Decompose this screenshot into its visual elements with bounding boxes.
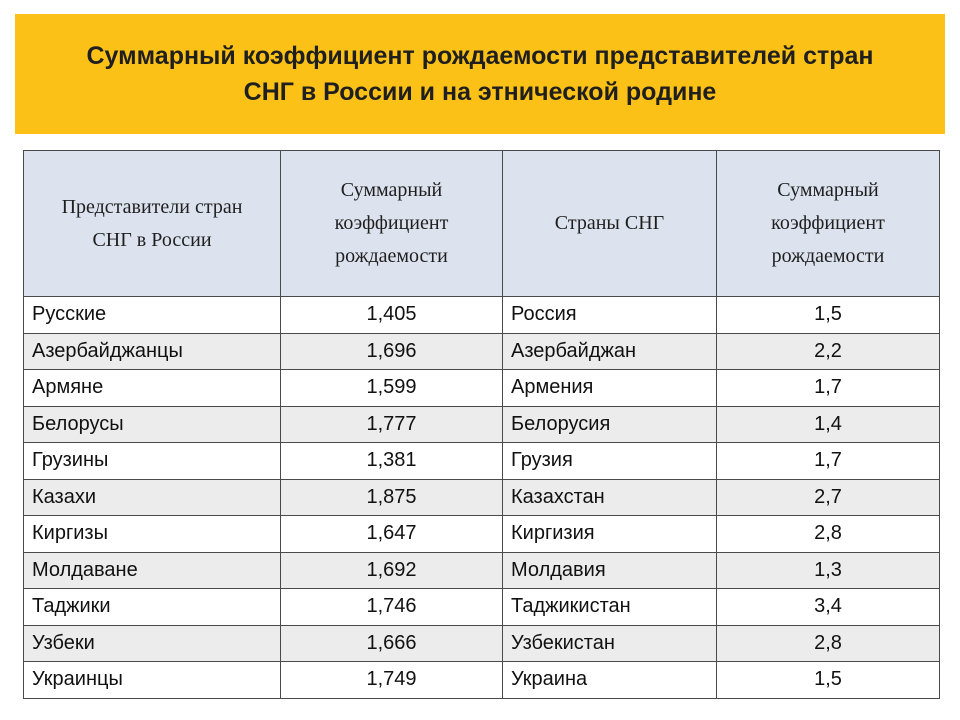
cell-tfr-russia: 1,599 [280, 369, 503, 407]
table-row: Узбеки 1,666 Узбекистан 2,8 [23, 624, 940, 662]
table-row: Киргизы 1,647 Киргизия 2,8 [23, 515, 940, 553]
cell-tfr-country: 2,8 [716, 515, 940, 553]
table-row: Азербайджанцы 1,696 Азербайджан 2,2 [23, 332, 940, 370]
cell-country: Армения [502, 369, 717, 407]
cell-tfr-russia: 1,405 [280, 296, 503, 334]
cell-ethnic-group: Киргизы [23, 515, 281, 553]
cell-tfr-russia: 1,749 [280, 661, 503, 699]
cell-tfr-country: 1,5 [716, 296, 940, 334]
header-cis-countries: Страны СНГ [502, 150, 717, 297]
cell-tfr-country: 1,7 [716, 369, 940, 407]
table-row: Украинцы 1,749 Украина 1,5 [23, 661, 940, 699]
table-row: Армяне 1,599 Армения 1,7 [23, 369, 940, 407]
table-row: Молдаване 1,692 Молдавия 1,3 [23, 551, 940, 589]
cell-ethnic-group: Казахи [23, 478, 281, 516]
table-row: Таджики 1,746 Таджикистан 3,4 [23, 588, 940, 626]
cell-country: Россия [502, 296, 717, 334]
cell-tfr-russia: 1,647 [280, 515, 503, 553]
cell-ethnic-group: Грузины [23, 442, 281, 480]
cell-ethnic-group: Армяне [23, 369, 281, 407]
header-label: Страны СНГ [554, 212, 665, 234]
cell-tfr-country: 2,2 [716, 332, 940, 370]
fertility-table: Представители стран СНГ в России Суммарн… [23, 150, 940, 699]
header-tfr-country: Суммарный коэффициент рождаемости [716, 150, 940, 297]
cell-country: Узбекистан [502, 624, 717, 662]
table-row: Казахи 1,875 Казахстан 2,7 [23, 478, 940, 516]
cell-tfr-country: 1,7 [716, 442, 940, 480]
cell-country: Белорусия [502, 405, 717, 443]
cell-tfr-russia: 1,875 [280, 478, 503, 516]
header-label: Суммарный коэффициент рождаемости [334, 179, 449, 267]
cell-tfr-russia: 1,692 [280, 551, 503, 589]
cell-tfr-country: 2,8 [716, 624, 940, 662]
title-banner: Суммарный коэффициент рождаемости предст… [15, 14, 945, 134]
cell-country: Грузия [502, 442, 717, 480]
cell-tfr-country: 1,3 [716, 551, 940, 589]
cell-tfr-russia: 1,666 [280, 624, 503, 662]
header-tfr-russia: Суммарный коэффициент рождаемости [280, 150, 503, 297]
cell-country: Украина [502, 661, 717, 699]
cell-tfr-country: 3,4 [716, 588, 940, 626]
cell-ethnic-group: Узбеки [23, 624, 281, 662]
cell-tfr-russia: 1,381 [280, 442, 503, 480]
table-body: Русские 1,405 Россия 1,5 Азербайджанцы 1,696 А… [23, 296, 940, 699]
table-row: Белорусы 1,777 Белорусия 1,4 [23, 405, 940, 443]
cell-tfr-russia: 1,696 [280, 332, 503, 370]
cell-country: Таджикистан [502, 588, 717, 626]
cell-tfr-country: 1,4 [716, 405, 940, 443]
cell-country: Киргизия [502, 515, 717, 553]
cell-ethnic-group: Русские [23, 296, 281, 334]
cell-tfr-russia: 1,746 [280, 588, 503, 626]
header-label: Суммарный коэффициент рождаемости [771, 179, 885, 267]
cell-ethnic-group: Украинцы [23, 661, 281, 699]
title-line-2: СНГ в России и на этнической родине [243, 78, 717, 106]
cell-tfr-country: 1,5 [716, 661, 940, 699]
header-label: Представители стран СНГ в России [61, 195, 243, 251]
title-line-1: Суммарный коэффициент рождаемости предст… [86, 42, 874, 70]
cell-country: Казахстан [502, 478, 717, 516]
table-row: Русские 1,405 Россия 1,5 [23, 296, 940, 334]
cell-ethnic-group: Таджики [23, 588, 281, 626]
cell-tfr-russia: 1,777 [280, 405, 503, 443]
cell-ethnic-group: Азербайджанцы [23, 332, 281, 370]
fertility-table-container: Представители стран СНГ в России Суммарн… [23, 150, 940, 699]
header-cis-representatives: Представители стран СНГ в России [23, 150, 281, 297]
cell-ethnic-group: Белорусы [23, 405, 281, 443]
cell-ethnic-group: Молдаване [23, 551, 281, 589]
cell-country: Азербайджан [502, 332, 717, 370]
cell-tfr-country: 2,7 [716, 478, 940, 516]
cell-country: Молдавия [502, 551, 717, 589]
table-header-row: Представители стран СНГ в России Суммарн… [23, 150, 940, 297]
table-row: Грузины 1,381 Грузия 1,7 [23, 442, 940, 480]
